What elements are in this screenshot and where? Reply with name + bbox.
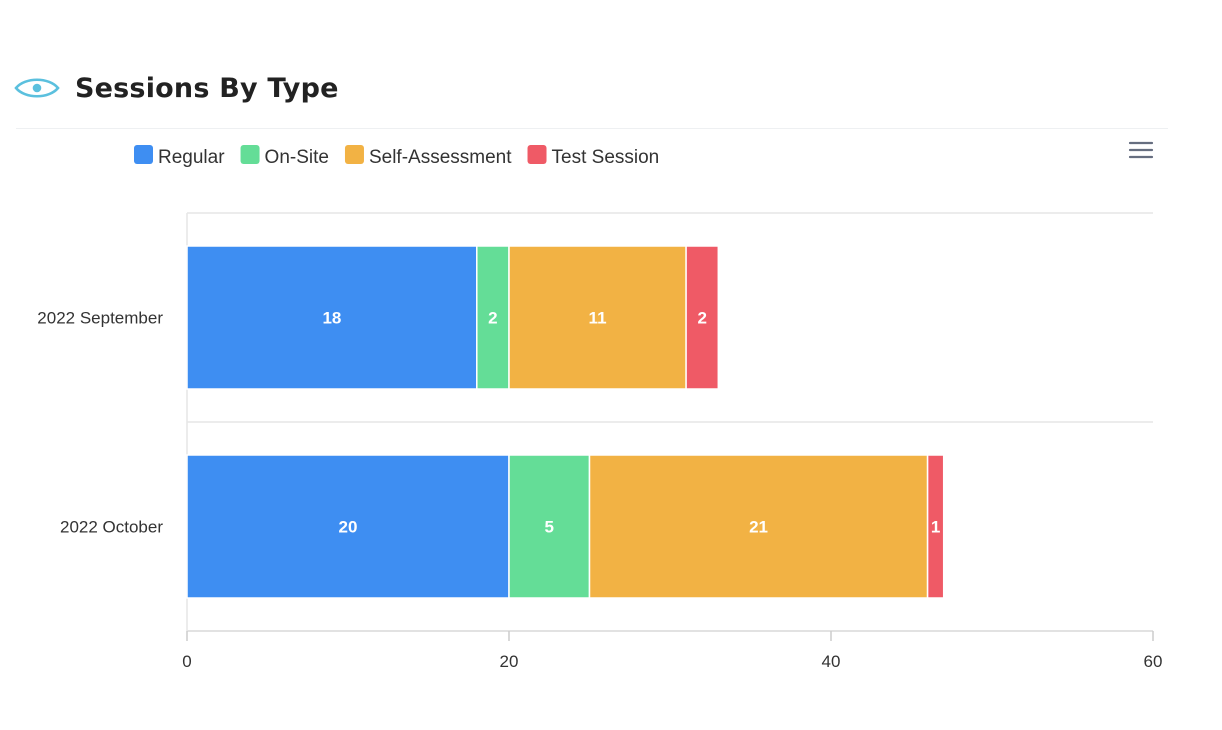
legend-item[interactable]: Test Session — [527, 145, 660, 168]
legend-item[interactable]: Self-Assessment — [344, 145, 512, 168]
legend-label: Self-Assessment — [369, 147, 512, 168]
data-label: 5 — [545, 518, 554, 537]
bar-segment[interactable] — [186, 454, 510, 599]
x-tick-label: 40 — [822, 652, 841, 671]
data-label: 20 — [339, 518, 358, 537]
legend-swatch — [344, 145, 364, 164]
x-axis: 0 20 40 60 — [182, 631, 1162, 671]
data-label: 18 — [322, 309, 341, 328]
header-divider — [16, 128, 1168, 129]
page-title: Sessions By Type — [75, 72, 339, 104]
y-category-label: 2022 October — [60, 518, 163, 537]
data-label: 1 — [931, 518, 940, 537]
legend-label: Test Session — [552, 147, 660, 168]
legend-item[interactable]: On-Site — [240, 145, 329, 168]
bar-segment[interactable] — [476, 245, 510, 390]
data-label: 21 — [749, 518, 768, 537]
bar-segment[interactable] — [508, 245, 687, 390]
y-axis: 2022 September 2022 October — [37, 309, 163, 537]
data-label: 2 — [488, 309, 497, 328]
data-labels: 18 2 11 220 5 21 1 — [322, 309, 940, 537]
bar-segment[interactable] — [588, 454, 929, 599]
bar-segment[interactable] — [186, 245, 478, 390]
bars — [186, 245, 945, 599]
legend-swatch — [134, 145, 153, 164]
bar-segment[interactable] — [508, 454, 591, 599]
hamburger-menu-icon — [1128, 141, 1154, 159]
bar-segment[interactable] — [685, 245, 720, 390]
legend: Regular On-Site Self-Assessment Test Sessio… — [134, 145, 659, 168]
chart-menu-button[interactable] — [1126, 138, 1156, 164]
y-category-label: 2022 September — [37, 309, 163, 328]
x-tick-label: 20 — [500, 652, 519, 671]
eye-icon — [14, 78, 60, 98]
legend-swatch — [240, 145, 260, 164]
x-tick-label: 60 — [1144, 652, 1163, 671]
x-tick-label: 0 — [182, 652, 191, 671]
data-label: 2 — [697, 309, 706, 328]
card-header: Sessions By Type — [14, 66, 339, 110]
data-label: 11 — [589, 309, 607, 328]
bar-segment[interactable] — [926, 454, 945, 599]
legend-item[interactable]: Regular — [134, 145, 225, 168]
legend-label: Regular — [158, 147, 225, 168]
legend-label: On-Site — [265, 147, 329, 168]
legend-swatch — [527, 145, 547, 164]
